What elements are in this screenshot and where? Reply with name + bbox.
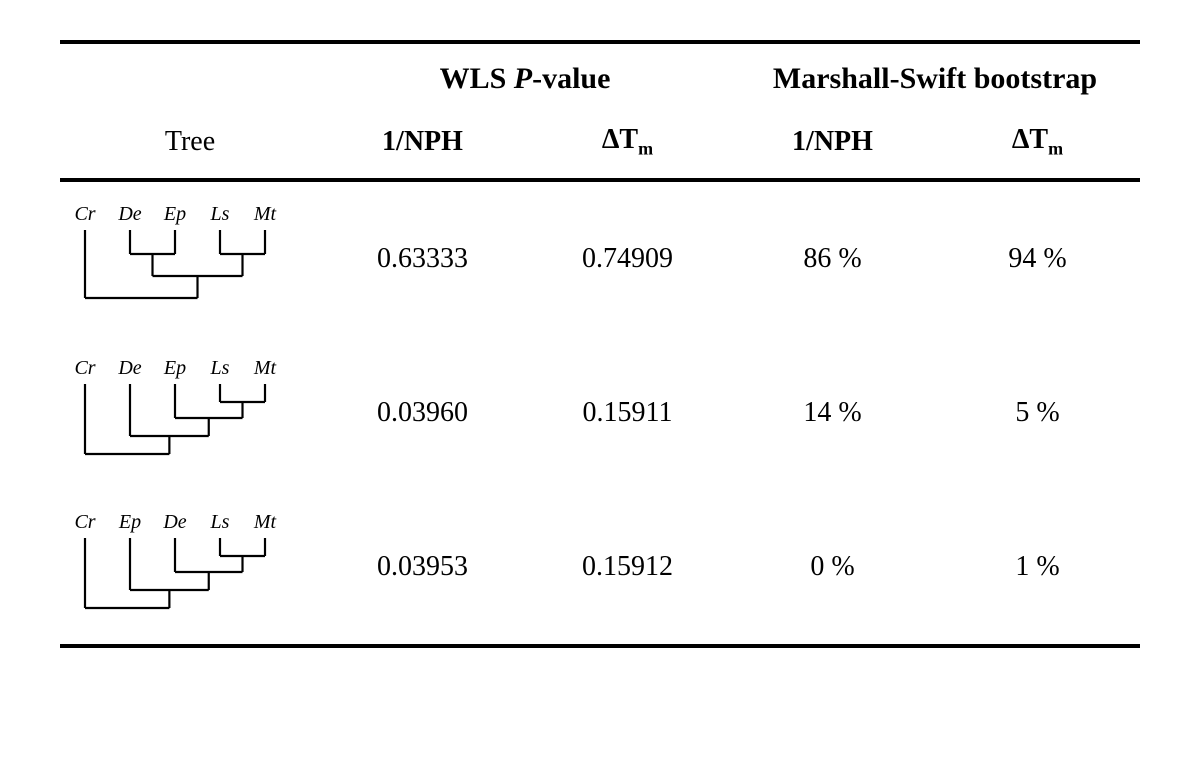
wls-label: WLS: [440, 62, 507, 95]
table-row: Cr Ep De Ls Mt 0.03953 0.15912 0 % 1 %: [60, 490, 1140, 644]
svg-text:Mt: Mt: [253, 512, 277, 533]
group-header-ms: Marshall-Swift bootstrap: [730, 62, 1140, 96]
svg-text:Ep: Ep: [163, 358, 186, 379]
tree-cell: Cr De Ep Ls Mt: [60, 204, 320, 314]
svg-text:De: De: [117, 358, 141, 379]
tree-cell: Cr Ep De Ls Mt: [60, 512, 320, 622]
wls-suffix: -value: [532, 62, 610, 95]
header-col2-sub: m: [638, 139, 653, 159]
svg-text:Cr: Cr: [74, 204, 95, 225]
group-header-wls: WLS P-value: [320, 62, 730, 96]
cell-wls-nph: 0.03953: [320, 551, 525, 583]
table-row: Cr De Ep Ls Mt 0.63333 0.74909 86 % 94 %: [60, 182, 1140, 336]
cell-ms-dtm: 5 %: [935, 397, 1140, 429]
table-row: Cr De Ep Ls Mt 0.03960 0.15911 14 % 5 %: [60, 336, 1140, 490]
svg-text:Mt: Mt: [253, 358, 277, 379]
header-col1: 1/NPH: [320, 126, 525, 158]
cell-wls-nph: 0.03960: [320, 397, 525, 429]
svg-text:Mt: Mt: [253, 204, 277, 225]
cell-wls-nph: 0.63333: [320, 243, 525, 275]
cell-wls-dtm: 0.15911: [525, 397, 730, 429]
tree-cell: Cr De Ep Ls Mt: [60, 358, 320, 468]
phylogeny-stats-table: WLS P-value Marshall-Swift bootstrap Tre…: [60, 40, 1140, 648]
cell-ms-nph: 14 %: [730, 397, 935, 429]
header-col4: ΔTm: [935, 124, 1140, 160]
svg-text:Cr: Cr: [74, 358, 95, 379]
data-rows-container: Cr De Ep Ls Mt 0.63333 0.74909 86 % 94 % Cr D…: [60, 182, 1140, 644]
svg-text:Cr: Cr: [74, 512, 95, 533]
cell-ms-nph: 0 %: [730, 551, 935, 583]
header-group-row: WLS P-value Marshall-Swift bootstrap: [60, 44, 1140, 106]
header-col2: ΔTm: [525, 124, 730, 160]
cell-ms-nph: 86 %: [730, 243, 935, 275]
header-col4-prefix: ΔT: [1012, 124, 1048, 155]
p-italic: P: [514, 62, 532, 95]
svg-text:De: De: [117, 204, 141, 225]
cell-wls-dtm: 0.74909: [525, 243, 730, 275]
bottom-rule: [60, 644, 1140, 648]
svg-text:Ep: Ep: [163, 204, 186, 225]
cell-wls-dtm: 0.15912: [525, 551, 730, 583]
header-sub-row: Tree 1/NPH ΔTm 1/NPH ΔTm: [60, 106, 1140, 178]
svg-text:Ep: Ep: [118, 512, 141, 533]
header-col3: 1/NPH: [730, 126, 935, 158]
svg-text:Ls: Ls: [210, 358, 230, 379]
cell-ms-dtm: 1 %: [935, 551, 1140, 583]
header-col4-sub: m: [1048, 139, 1063, 159]
svg-text:De: De: [162, 512, 186, 533]
header-tree: Tree: [60, 126, 320, 158]
cell-ms-dtm: 94 %: [935, 243, 1140, 275]
svg-text:Ls: Ls: [210, 512, 230, 533]
svg-text:Ls: Ls: [210, 204, 230, 225]
header-col2-prefix: ΔT: [602, 124, 638, 155]
